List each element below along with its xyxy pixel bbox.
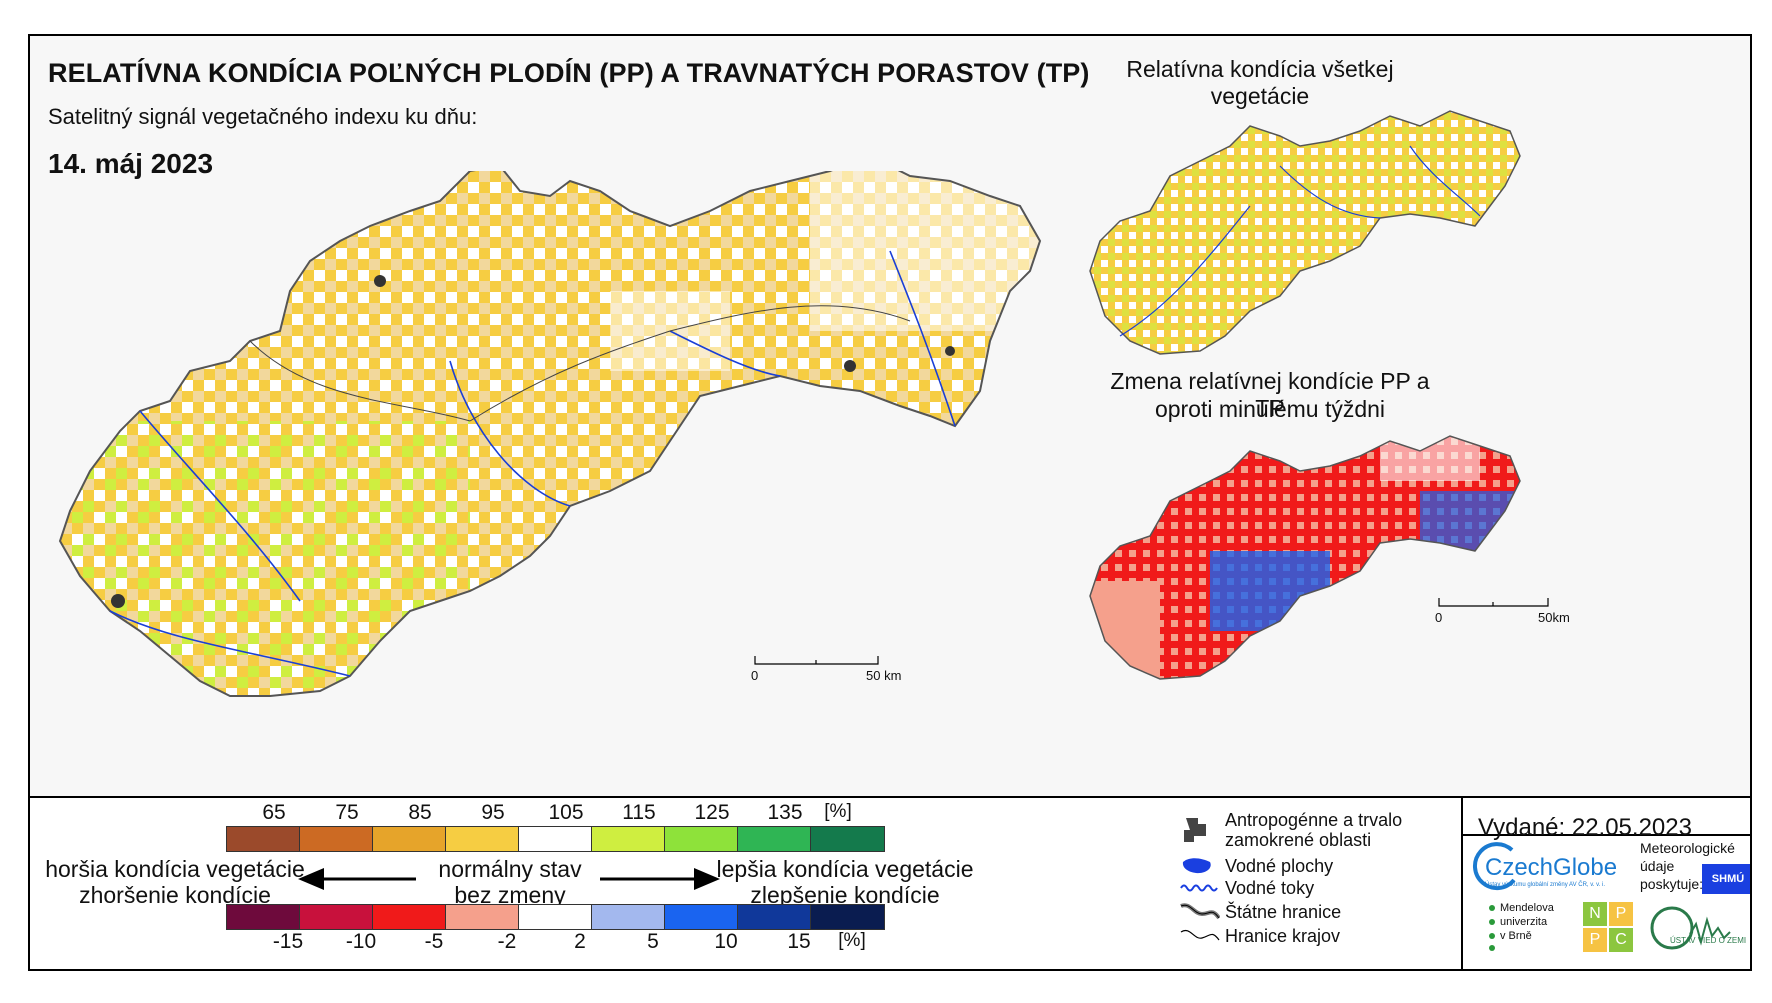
chg-swatch — [300, 905, 373, 929]
uvz-logo-text: ÚSTAV VIED O ZEMI — [1670, 936, 1747, 945]
cond-swatch — [592, 827, 665, 851]
cond-swatch — [519, 827, 592, 851]
cond-swatch — [665, 827, 738, 851]
chg-swatch — [373, 905, 446, 929]
key-state-border: Štátne hranice — [1225, 902, 1342, 922]
nppc-p1: P — [1609, 902, 1633, 926]
better-label-2: zlepšenie kondície — [750, 882, 940, 908]
condition-ramp — [226, 826, 885, 852]
left-arrow — [298, 868, 416, 890]
cond-tick: 75 — [335, 801, 359, 824]
inset-scalebar-end: 50km — [1538, 610, 1570, 625]
water-body-icon — [1182, 858, 1211, 874]
issued-date: Vydané: 22.05.2023 — [1478, 814, 1692, 841]
footer-hdivider — [1461, 834, 1750, 836]
worse-label-2: zhoršenie kondície — [79, 882, 271, 908]
chg-swatch — [811, 905, 884, 929]
chg-swatch — [738, 905, 811, 929]
cond-swatch — [373, 827, 446, 851]
cond-tick: 105 — [548, 801, 584, 824]
change-inset-title-2: oproti minulému týždni — [1154, 396, 1386, 422]
key-rivers: Vodné toky — [1225, 878, 1315, 898]
chg-tick: 10 — [714, 930, 738, 953]
czechglobe-logo-text: CzechGlobe — [1485, 854, 1618, 881]
footer-divider — [1461, 798, 1463, 969]
change-inset-map — [1089, 435, 1521, 680]
chg-swatch — [665, 905, 738, 929]
region-borders — [249, 305, 911, 422]
chg-tick: 2 — [574, 930, 586, 953]
change-ramp — [226, 904, 885, 930]
cond-tick: 125 — [694, 801, 730, 824]
cond-swatch — [738, 827, 811, 851]
inset-scalebar-zero: 0 — [1435, 610, 1443, 625]
chg-tick: -15 — [272, 930, 304, 953]
change-inset-title-1: Zmena relatívnej kondície PP a TP — [1110, 368, 1430, 421]
urban-area-icon — [1184, 818, 1206, 842]
state-border — [58, 171, 1042, 697]
nppc-p2: P — [1583, 928, 1607, 952]
main-scalebar-end: 50 km — [866, 668, 902, 683]
river-icon — [1180, 884, 1218, 892]
key-water-bodies: Vodné plochy — [1225, 856, 1334, 876]
meteo-label-2: údaje — [1640, 858, 1675, 874]
meteo-label-1: Meteorologické — [1640, 840, 1735, 856]
shmu-logo: SHMÚ — [1702, 864, 1750, 894]
mendel-label-2: univerzita — [1500, 916, 1548, 928]
key-urban-1: Antropogénne a trvalo — [1225, 810, 1403, 830]
czechglobe-subtitle: Ústav výzkumu globální změny AV ČR, v. v… — [1485, 882, 1606, 888]
chg-swatch — [592, 905, 665, 929]
cond-tick: 65 — [262, 801, 286, 824]
meteo-label-3: poskytuje: — [1640, 876, 1704, 892]
right-arrow — [600, 868, 720, 890]
legend-area: 65 75 85 95 105 115 125 135 [%] horšia k… — [30, 796, 1750, 969]
cond-unit: [%] — [824, 801, 852, 822]
cond-swatch — [446, 827, 519, 851]
chg-tick: -2 — [497, 930, 517, 953]
mendel-logo-icon — [1489, 905, 1495, 951]
region-border-icon — [1180, 930, 1220, 941]
cond-swatch — [811, 827, 884, 851]
uvz-logo-icon — [1650, 906, 1731, 950]
chg-tick: -5 — [424, 930, 444, 953]
vegetation-inset-map — [1089, 110, 1521, 355]
key-urban-2: zamokrené oblasti — [1225, 830, 1372, 850]
cond-swatch — [227, 827, 300, 851]
better-label-1: lepšia kondícia vegetácie — [716, 856, 974, 882]
vegetation-inset-title: Relatívna kondícia všetkej vegetácie — [1126, 56, 1394, 109]
map-date: 14. máj 2023 — [48, 148, 214, 179]
chg-swatch — [227, 905, 300, 929]
nppc-c: C — [1609, 928, 1633, 952]
chg-tick: 15 — [787, 930, 811, 953]
chg-swatch — [519, 905, 592, 929]
worse-label-1: horšia kondícia vegetácie — [45, 856, 305, 882]
map-frame: RELATÍVNA KONDÍCIA POĽNÝCH PLODÍN (PP) A… — [28, 34, 1752, 971]
cond-tick: 95 — [481, 801, 505, 824]
key-region-border: Hranice krajov — [1225, 926, 1341, 946]
normal-label-2: bez zmeny — [454, 882, 566, 908]
chg-swatch — [446, 905, 519, 929]
cond-tick: 135 — [767, 801, 803, 824]
chg-unit: [%] — [838, 930, 866, 951]
map-title: RELATÍVNA KONDÍCIA POĽNÝCH PLODÍN (PP) A… — [48, 58, 1090, 88]
map-subtitle: Satelitný signál vegetačného indexu ku d… — [48, 104, 478, 129]
normal-label-1: normálny stav — [438, 856, 582, 882]
main-scalebar-zero: 0 — [751, 668, 759, 683]
mendel-label-1: Mendelova — [1500, 902, 1554, 914]
cond-swatch — [300, 827, 373, 851]
czechglobe-logo-icon — [1472, 842, 1516, 891]
nppc-n: N — [1583, 902, 1607, 926]
cond-tick: 115 — [622, 801, 656, 824]
nppc-logo: N P P C — [1583, 902, 1633, 952]
chg-tick: -10 — [345, 930, 377, 953]
mendel-label-3: v Brně — [1500, 930, 1532, 942]
chg-tick: 5 — [647, 930, 659, 953]
rivers — [109, 250, 956, 677]
state-border-icon — [1180, 903, 1220, 920]
main-condition-map — [58, 171, 1042, 697]
cond-tick: 85 — [408, 801, 432, 824]
